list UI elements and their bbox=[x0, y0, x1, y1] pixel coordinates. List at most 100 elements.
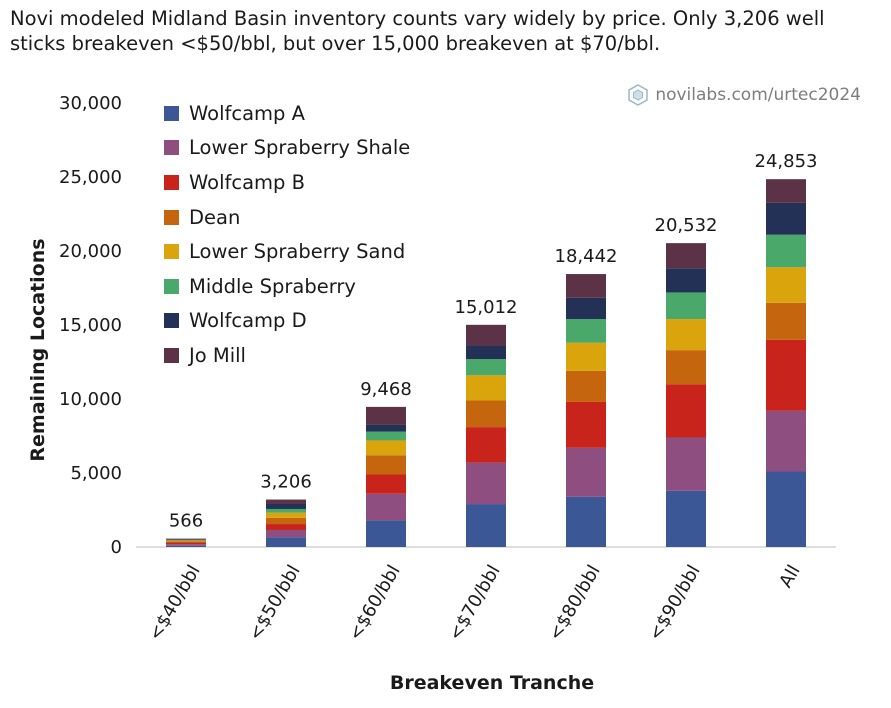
legend-swatch bbox=[164, 244, 179, 260]
bar-segment bbox=[466, 427, 506, 463]
bar-segment bbox=[166, 541, 206, 543]
bar-segment bbox=[366, 431, 406, 441]
legend-label: Middle Spraberry bbox=[189, 274, 356, 298]
legend-item: Wolfcamp B bbox=[164, 165, 410, 200]
bar-segment bbox=[566, 274, 606, 298]
bar-total-label: 3,206 bbox=[260, 472, 312, 493]
y-tick-label: 5,000 bbox=[70, 463, 122, 484]
bar-segment bbox=[266, 537, 306, 547]
bar-segment bbox=[766, 267, 806, 303]
bar-segment bbox=[566, 447, 606, 497]
legend-swatch bbox=[164, 313, 179, 329]
y-tick-label: 10,000 bbox=[59, 389, 122, 410]
bar-segment bbox=[266, 529, 306, 538]
legend-item: Middle Spraberry bbox=[164, 269, 410, 304]
bar-segment bbox=[366, 455, 406, 475]
bar-segment bbox=[266, 524, 306, 530]
x-tick-label: <$90/bbl bbox=[645, 562, 705, 645]
legend-item: Wolfcamp D bbox=[164, 304, 410, 339]
bars bbox=[166, 179, 806, 547]
x-tick-label: <$60/bbl bbox=[345, 562, 405, 645]
chart-subtitle: Novi modeled Midland Basin inventory cou… bbox=[10, 7, 825, 55]
x-axis-label: Breakeven Tranche bbox=[389, 672, 595, 694]
bar-segment bbox=[566, 401, 606, 448]
y-tick-label: 15,000 bbox=[59, 315, 122, 336]
bar-segment bbox=[466, 462, 506, 505]
y-tick-label: 30,000 bbox=[59, 93, 122, 114]
novilabs-logo-icon bbox=[628, 84, 649, 106]
bar-segment bbox=[166, 539, 206, 541]
bar-segment bbox=[466, 359, 506, 376]
legend-item: Lower Spraberry Sand bbox=[164, 234, 410, 269]
bar-segment bbox=[366, 424, 406, 432]
legend-label: Wolfcamp B bbox=[189, 170, 305, 194]
x-tick-label: <$70/bbl bbox=[445, 562, 505, 645]
legend-label: Jo Mill bbox=[189, 343, 246, 367]
bar-segment bbox=[666, 319, 706, 351]
legend-label: Wolfcamp A bbox=[189, 101, 305, 125]
bar-segment bbox=[266, 517, 306, 525]
bar-segment bbox=[166, 545, 206, 547]
x-tick-label: <$40/bbl bbox=[145, 562, 205, 645]
bar-segment bbox=[766, 234, 806, 268]
bar-segment bbox=[766, 471, 806, 547]
bar-segment bbox=[166, 544, 206, 546]
legend-swatch bbox=[164, 278, 179, 294]
bar-segment bbox=[666, 437, 706, 491]
y-tick-label: 20,000 bbox=[59, 241, 122, 262]
bar-segment bbox=[366, 493, 406, 521]
bar-segment bbox=[366, 474, 406, 494]
bar-segment bbox=[266, 503, 306, 509]
bar-segment bbox=[666, 490, 706, 547]
bar-total-label: 566 bbox=[169, 511, 203, 532]
legend-label: Wolfcamp D bbox=[189, 309, 307, 333]
legend-swatch bbox=[164, 140, 179, 156]
watermark-text: novilabs.com/urtec2024 bbox=[655, 85, 861, 105]
legend-label: Lower Spraberry Sand bbox=[189, 240, 406, 264]
bar-segment bbox=[566, 297, 606, 320]
bar-segment bbox=[166, 542, 206, 545]
bar-total-label: 9,468 bbox=[360, 379, 412, 400]
bar-segment bbox=[266, 512, 306, 518]
legend-item: Wolfcamp A bbox=[164, 96, 410, 131]
x-axis-ticks: <$40/bbl <$50/bbl <$60/bbl <$70/bbl <$80/bbl… bbox=[145, 562, 805, 645]
bar-segment bbox=[366, 520, 406, 547]
legend: Wolfcamp A Lower Spraberry Shale Wolfcamp … bbox=[164, 96, 410, 373]
legend-item: Dean bbox=[164, 200, 410, 235]
bar-segment bbox=[566, 496, 606, 547]
bar-segment bbox=[666, 384, 706, 438]
bar-segment bbox=[666, 243, 706, 269]
bar-segment bbox=[766, 202, 806, 235]
legend-item: Jo Mill bbox=[164, 338, 410, 373]
bar-segment bbox=[666, 350, 706, 385]
bar-segment bbox=[766, 179, 806, 203]
watermark: novilabs.com/urtec2024 bbox=[627, 84, 861, 106]
bar-segment bbox=[366, 440, 406, 456]
legend-item: Lower Spraberry Shale bbox=[164, 131, 410, 166]
bar-segment bbox=[666, 268, 706, 293]
bar-segment bbox=[166, 540, 206, 542]
total-labels: 566 3,206 9,468 15,012 18,442 20,532 24,853 bbox=[169, 151, 818, 531]
legend-swatch bbox=[164, 347, 179, 363]
y-tick-label: 0 bbox=[111, 537, 122, 558]
x-tick-label: <$80/bbl bbox=[545, 562, 605, 645]
bar-segment bbox=[466, 504, 506, 547]
bar-segment bbox=[566, 342, 606, 371]
bar-segment bbox=[566, 319, 606, 343]
bar-segment bbox=[466, 345, 506, 360]
bar-segment bbox=[466, 375, 506, 401]
legend-swatch bbox=[164, 105, 179, 121]
bar-segment bbox=[466, 324, 506, 346]
x-tick-label: <$50/bbl bbox=[245, 562, 305, 645]
bar-segment bbox=[366, 406, 406, 425]
bar-segment bbox=[166, 539, 206, 540]
y-axis-ticks: 0 5,000 10,000 15,000 20,000 25,000 30,000 bbox=[59, 93, 122, 558]
legend-label: Dean bbox=[189, 205, 241, 229]
x-tick-label: All bbox=[775, 562, 804, 592]
bar-segment bbox=[566, 370, 606, 402]
bar-segment bbox=[266, 499, 306, 504]
bar-segment bbox=[466, 400, 506, 428]
bar-total-label: 20,532 bbox=[655, 215, 718, 236]
legend-swatch bbox=[164, 174, 179, 190]
